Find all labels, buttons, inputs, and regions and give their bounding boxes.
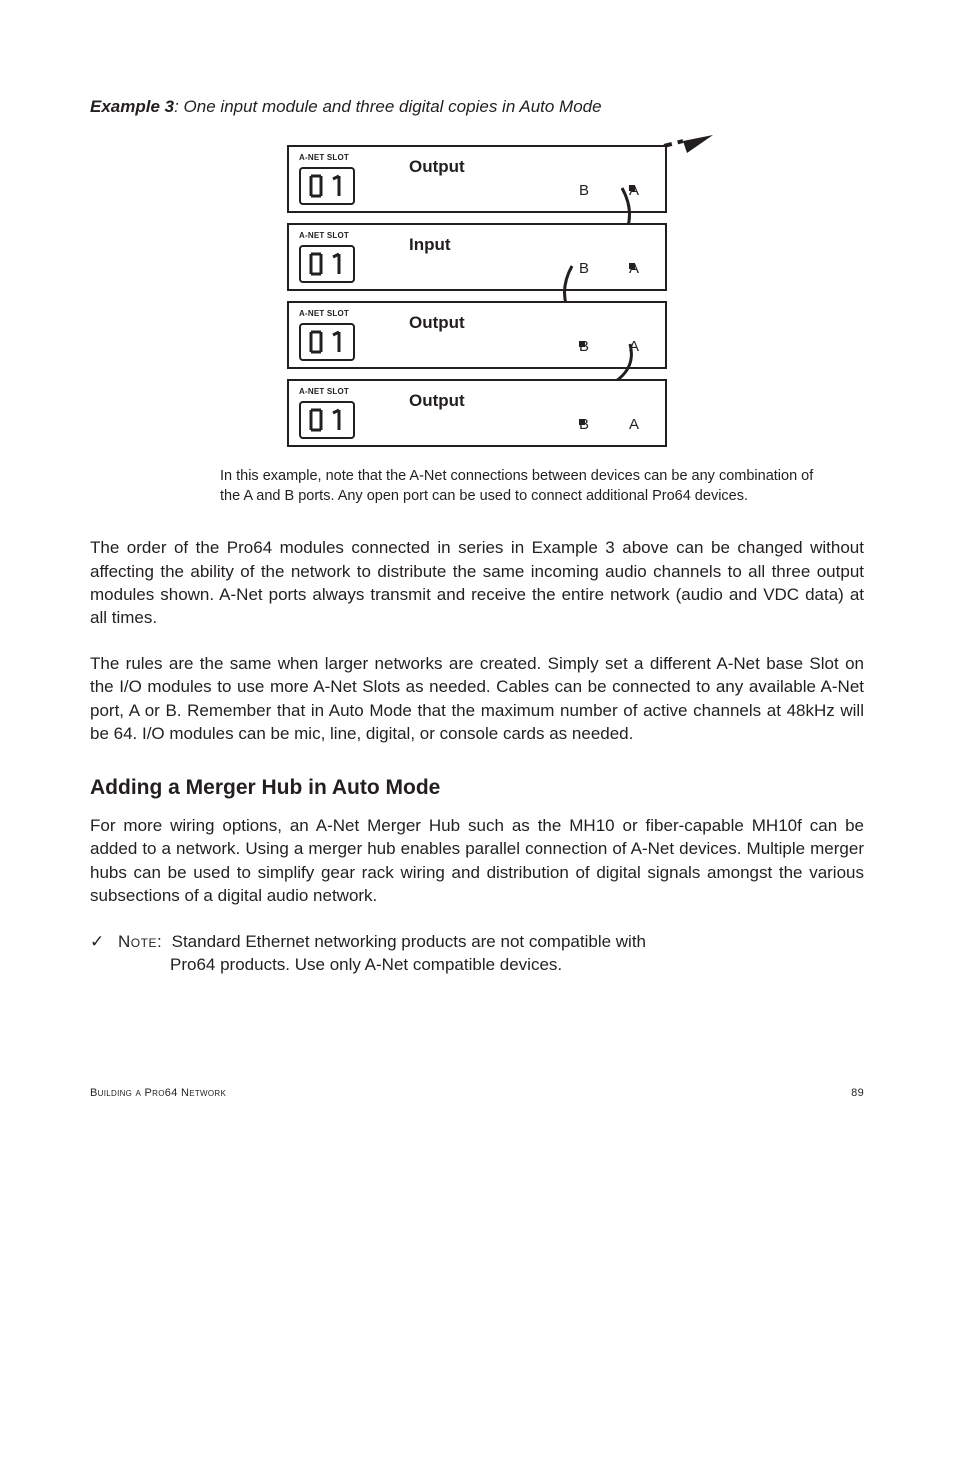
note-block: ✓ Note: Standard Ethernet networking pro… xyxy=(90,930,864,978)
module-label: Output xyxy=(409,157,465,177)
note-line-2: Pro64 products. Use only A-Net compatibl… xyxy=(170,953,646,977)
module-label: Output xyxy=(409,313,465,333)
wiring-diagram: A-NET SLOT Output B A A- xyxy=(287,145,667,447)
example-number: Example 3 xyxy=(90,97,174,116)
footer-page-number: 89 xyxy=(851,1087,864,1099)
slot-label: A-NET SLOT xyxy=(299,153,349,162)
module-input: A-NET SLOT Input B A xyxy=(287,223,667,291)
check-icon: ✓ xyxy=(90,930,118,978)
port-b-label: B xyxy=(579,260,589,277)
slot-label: A-NET SLOT xyxy=(299,231,349,240)
anet-slot-display xyxy=(299,401,355,439)
anet-slot-display xyxy=(299,323,355,361)
slot-label: A-NET SLOT xyxy=(299,387,349,396)
module-output-1: A-NET SLOT Output B A xyxy=(287,145,667,213)
anet-slot-display xyxy=(299,167,355,205)
port-b xyxy=(579,341,585,347)
note-text: Note: Standard Ethernet networking produ… xyxy=(118,930,646,978)
example-subtitle: : One input module and three digital cop… xyxy=(174,97,601,116)
note-label: Note: xyxy=(118,932,162,951)
port-a-label: A xyxy=(629,338,639,355)
port-a xyxy=(629,263,635,269)
paragraph-2: The rules are the same when larger netwo… xyxy=(90,652,864,746)
paragraph-3: For more wiring options, an A-Net Merger… xyxy=(90,814,864,908)
module-output-3: A-NET SLOT Output B A xyxy=(287,379,667,447)
paragraph-1: The order of the Pro64 modules connected… xyxy=(90,536,864,630)
port-b xyxy=(579,419,585,425)
example-heading: Example 3: One input module and three di… xyxy=(90,97,864,117)
module-label: Input xyxy=(409,235,451,255)
section-heading: Adding a Merger Hub in Auto Mode xyxy=(90,776,864,800)
port-b-label: B xyxy=(579,182,589,199)
module-output-2: A-NET SLOT Output B A xyxy=(287,301,667,369)
port-a xyxy=(629,185,635,191)
port-a-label: A xyxy=(629,416,639,433)
module-label: Output xyxy=(409,391,465,411)
page-footer: Building a Pro64 Network 89 xyxy=(90,1087,864,1099)
diagram-caption: In this example, note that the A-Net con… xyxy=(220,467,830,506)
slot-label: A-NET SLOT xyxy=(299,309,349,318)
footer-section-title: Building a Pro64 Network xyxy=(90,1087,226,1099)
note-line-1: Standard Ethernet networking products ar… xyxy=(172,932,646,951)
anet-slot-display xyxy=(299,245,355,283)
